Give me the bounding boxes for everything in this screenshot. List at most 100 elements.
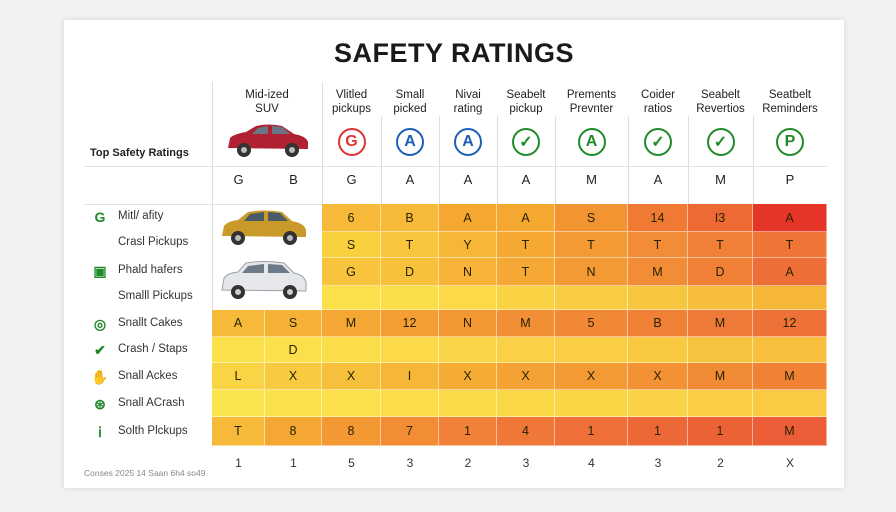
- heatmap-cell: [555, 286, 628, 310]
- map-icon: ▣: [93, 262, 107, 279]
- heatmap-cell: B: [628, 310, 688, 337]
- top-safety-ratings-label: Top Safety Ratings: [90, 147, 189, 159]
- heatmap-cell: G: [322, 258, 381, 286]
- heatmap-cell: 1: [628, 417, 688, 446]
- heatmap-cell: A: [439, 204, 497, 232]
- column-header: Seabelt pickup: [506, 89, 546, 115]
- heatmap-cell: D: [381, 258, 439, 286]
- heatmap-cell: [381, 286, 439, 310]
- heatmap-cell: [688, 286, 753, 310]
- column-header: Small picked: [393, 89, 427, 115]
- info-icon: ⅰ: [98, 423, 102, 440]
- heatmap-cell: 8: [322, 417, 381, 446]
- heatmap-cell: X: [439, 363, 497, 390]
- check-leaf-icon: ✓: [512, 128, 540, 156]
- heatmap-cell: A: [212, 310, 265, 337]
- footer-value: 1: [290, 456, 297, 470]
- heatmap-cell: 4: [497, 417, 555, 446]
- column-header: Prements Prevnter: [566, 89, 617, 115]
- heatmap-cell: A: [753, 204, 827, 232]
- row-label: Mitl/ afity: [118, 210, 164, 222]
- footer-value: 3: [522, 456, 530, 470]
- row-label: Snall Ackes: [118, 370, 178, 382]
- heatmap-cell: 6: [322, 204, 381, 232]
- heatmap-cell: T: [212, 417, 265, 446]
- heatmap-cell: A: [753, 258, 827, 286]
- heatmap-cell: D: [265, 337, 322, 363]
- safety-ratings-card: SAFETY RATINGS Top Safety Ratings Conses…: [64, 20, 844, 488]
- heatmap-cell: [212, 390, 265, 417]
- heatmap-cell: [497, 337, 555, 363]
- p-circle-icon: P: [776, 128, 804, 156]
- row-label: Solth Plckups: [118, 425, 188, 437]
- heatmap-cell: X: [628, 363, 688, 390]
- heatmap-cell: T: [555, 232, 628, 258]
- heatmap-cell: 7: [381, 417, 439, 446]
- heatmap-cell: 1: [439, 417, 497, 446]
- g-letter-icon: G: [94, 209, 106, 225]
- grade-letter: G: [233, 172, 244, 187]
- car-image-gold-suv: [216, 206, 312, 248]
- car-image-red-suv: [222, 120, 314, 160]
- check-icon: ✔: [94, 341, 106, 358]
- column-header: Seabelt Revertios: [696, 89, 745, 115]
- heatmap-cell: [265, 390, 322, 417]
- heatmap-cell: M: [628, 258, 688, 286]
- footer-value: 1: [235, 456, 242, 470]
- heatmap-cell: B: [381, 204, 439, 232]
- footer-value: 4: [588, 456, 595, 470]
- heatmap-cell: [381, 337, 439, 363]
- heatmap-cell: 12: [753, 310, 827, 337]
- grade-letter: A: [463, 172, 473, 187]
- chart-title: SAFETY RATINGS: [333, 38, 575, 68]
- heatmap-cell: M: [322, 310, 381, 337]
- heatmap-cell: [555, 337, 628, 363]
- heatmap-cell: [212, 337, 265, 363]
- footnote: Conses 2025 14 Saan 6h4 so49: [84, 468, 206, 478]
- grade-letter: A: [405, 172, 415, 187]
- heatmap-cell: [688, 390, 753, 417]
- heatmap-cell: T: [497, 232, 555, 258]
- footer-value: 2: [464, 456, 472, 470]
- check-circle-icon: ✓: [706, 128, 735, 156]
- grade-letter: B: [289, 172, 298, 187]
- heatmap-cell: N: [555, 258, 628, 286]
- heatmap-cell: A: [497, 204, 555, 232]
- row-label: Smalll Pickups: [118, 290, 193, 302]
- row-label: Crasl Pickups: [118, 236, 189, 248]
- heatmap-cell: S: [555, 204, 628, 232]
- heatmap-cell: M: [753, 417, 827, 446]
- column-header: Seatbelt Reminders: [762, 89, 818, 115]
- grade-letter: M: [715, 172, 726, 187]
- heatmap-cell: [497, 286, 555, 310]
- grid-vline: [212, 82, 213, 446]
- heatmap-cell: [628, 286, 688, 310]
- grid-hline: [84, 166, 827, 167]
- grade-letter: G: [346, 172, 357, 187]
- heatmap-cell: M: [688, 363, 753, 390]
- heatmap-cell: [439, 390, 497, 417]
- heatmap-cell: D: [688, 258, 753, 286]
- heatmap-cell: 14: [628, 204, 688, 232]
- column-header: Nivai rating: [453, 89, 483, 115]
- column-header: Vlitled pickups: [332, 89, 371, 115]
- heatmap-cell: N: [439, 310, 497, 337]
- heatmap-cell: M: [688, 310, 753, 337]
- heatmap-cell: [628, 390, 688, 417]
- footer-value: X: [785, 456, 794, 470]
- heatmap-cell: I: [381, 363, 439, 390]
- row-label: Snall ACrash: [118, 397, 185, 409]
- footer-value: 5: [348, 456, 355, 470]
- heatmap-cell: 1: [555, 417, 628, 446]
- gauge-icon: ◎: [93, 315, 107, 332]
- heatmap-cell: X: [322, 363, 381, 390]
- heatmap-cell: S: [322, 232, 381, 258]
- grade-letter: A: [653, 172, 663, 187]
- heatmap-cell: 8: [265, 417, 322, 446]
- heatmap-cell: [628, 337, 688, 363]
- heatmap-cell: N: [439, 258, 497, 286]
- heatmap-cell: T: [753, 232, 827, 258]
- heatmap-cell: Y: [439, 232, 497, 258]
- heatmap-cell: [688, 337, 753, 363]
- heatmap-cell: [753, 337, 827, 363]
